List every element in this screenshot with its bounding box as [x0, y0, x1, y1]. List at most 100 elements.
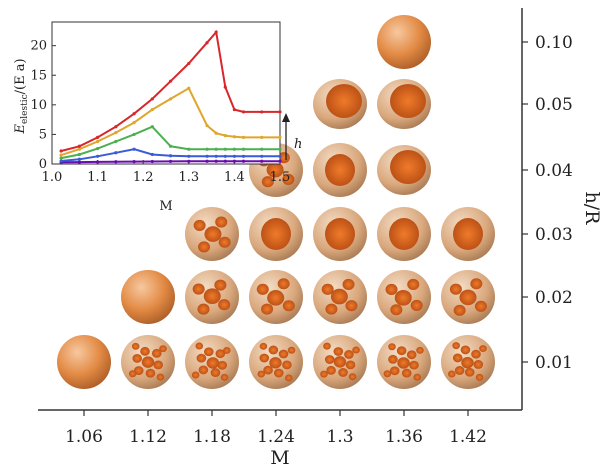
dimple	[325, 218, 355, 250]
inset-series-point	[168, 79, 173, 83]
inset-series-point	[278, 159, 282, 163]
main-x-tick-label: 1.42	[449, 427, 487, 447]
dimple	[198, 365, 209, 375]
dimple	[470, 278, 483, 290]
inset-series-point	[132, 147, 136, 151]
dimple	[323, 342, 331, 350]
h-arrow-head	[282, 113, 290, 122]
dimple	[261, 176, 274, 188]
inset-series-point	[205, 154, 209, 158]
dimple	[273, 368, 284, 378]
dimple	[325, 303, 338, 315]
main-y-axis-title: h/R	[581, 192, 600, 226]
dimple	[203, 288, 221, 304]
dimple	[342, 278, 355, 290]
dimple	[261, 303, 274, 315]
inset-series-point	[59, 156, 63, 160]
shell-shape-single-dimple	[441, 207, 495, 261]
shell-shape-cup	[313, 79, 367, 129]
main-y-ticks: 0.01 0.02 0.03 0.04 0.05 0.10	[522, 33, 573, 373]
dimple	[321, 283, 334, 295]
inset-series-point	[205, 159, 209, 163]
inset-x-tick-label: 1.1	[87, 170, 108, 185]
inset-series-point	[187, 154, 191, 158]
dimple	[196, 353, 207, 363]
inset-y-title-tail: /(E a)	[13, 58, 28, 94]
inset-series-point	[77, 152, 81, 157]
inset-series-point	[214, 154, 218, 158]
dimple	[141, 356, 155, 368]
dimple	[454, 366, 465, 375]
inset-series-point	[114, 160, 118, 164]
dimple	[256, 283, 269, 295]
inset-y-title-main: E	[13, 124, 28, 135]
dimple	[385, 283, 398, 295]
shell-shape-single-dimple	[249, 207, 303, 261]
dimple	[140, 346, 150, 356]
dimple	[131, 342, 140, 350]
inset-x-tick-label: 1.3	[178, 170, 199, 185]
shell-shape-many-dimples	[121, 335, 175, 389]
inset-y-axis-title: Eelestic/(E a)	[13, 58, 30, 134]
dimple	[210, 368, 221, 378]
shell-shapes	[57, 15, 495, 389]
dimple	[128, 370, 137, 378]
dimple	[285, 374, 293, 382]
dimple	[397, 357, 410, 369]
sphere-body	[57, 335, 111, 389]
inset-series-point	[96, 139, 100, 144]
dimple	[474, 300, 487, 312]
dimple	[156, 373, 165, 381]
inset-series-point	[132, 160, 136, 164]
dimple	[324, 355, 335, 364]
dimple	[220, 373, 229, 381]
h-arrow-label: h	[294, 137, 302, 152]
inset-series-point	[132, 112, 136, 116]
dimple	[389, 218, 419, 250]
dimple	[383, 370, 392, 378]
dimple	[464, 367, 475, 377]
inset-series-point	[214, 30, 218, 34]
dimple	[269, 357, 282, 369]
inset-series-point	[187, 159, 191, 163]
inset-series-point	[260, 147, 264, 151]
main-x-axis-title: M	[270, 447, 289, 469]
inset-series-point	[232, 159, 236, 163]
dimple	[282, 300, 295, 312]
inset-y-ticks: 0 5 10 15 20	[30, 39, 56, 172]
inset-x-tick-label: 1.0	[42, 170, 63, 185]
inset-series-point	[77, 144, 81, 148]
inset-series-point	[241, 147, 246, 151]
dimple	[345, 360, 356, 370]
inset-chart: 1.0 1.1 1.2 1.3 1.4 1.5 0 5 10 15 20 M Eelestic/(…	[13, 21, 302, 214]
dimple	[217, 360, 228, 370]
inset-series-point	[260, 159, 264, 163]
main-x-ticks: 1.06 1.12 1.18 1.24 1.3 1.36 1.42	[65, 410, 487, 447]
inset-series-point	[150, 152, 154, 157]
dimple	[396, 346, 407, 356]
inset-series-point	[114, 139, 118, 144]
inset-series-point	[59, 149, 63, 153]
shell-shape-many-dimples	[249, 335, 303, 389]
dimple	[345, 300, 358, 312]
dimple	[449, 283, 462, 295]
shell-shape-single-dimple	[377, 207, 431, 261]
shell-shape-few-dimples	[441, 270, 495, 324]
inset-x-tick-label: 1.5	[270, 170, 291, 185]
dimple	[195, 342, 204, 350]
dimple	[198, 241, 211, 253]
inset-series-point	[150, 125, 154, 129]
inset-series-point	[223, 134, 227, 138]
dimple	[203, 347, 214, 357]
dimple	[277, 278, 290, 290]
inset-series	[59, 29, 282, 164]
inset-y-tick-label: 20	[30, 39, 47, 54]
dimple	[333, 356, 347, 368]
shell-shape-many-dimples	[377, 335, 431, 389]
dimple	[401, 368, 412, 378]
dimple	[267, 290, 285, 306]
dimple	[326, 365, 336, 375]
inset-series-point	[96, 160, 100, 164]
dimple	[333, 347, 344, 356]
dimple	[348, 373, 357, 381]
